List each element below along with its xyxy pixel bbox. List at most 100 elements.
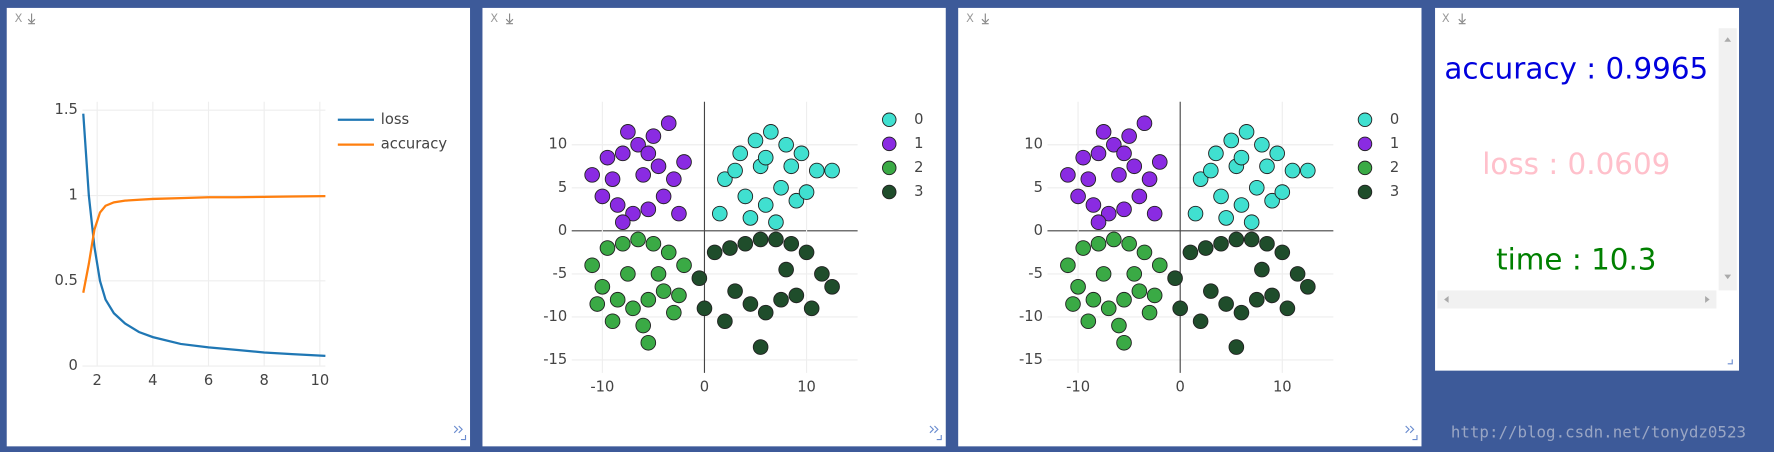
- scatter-point: [1136, 115, 1153, 132]
- stat-text: loss : 0.0609: [1482, 147, 1670, 181]
- scatter-point: [609, 291, 626, 308]
- y-tick-label: -5: [553, 265, 568, 282]
- y-tick-label: 10: [1024, 136, 1043, 153]
- scatter-point: [640, 201, 657, 218]
- scatter-point: [1269, 145, 1285, 162]
- scatter-point: [1203, 162, 1219, 179]
- scatter-point: [1238, 124, 1255, 140]
- scatter-point: [660, 115, 677, 132]
- scatter-point: [1279, 300, 1296, 317]
- scatter-point: [1141, 171, 1158, 187]
- scatter-point: [1100, 300, 1117, 317]
- scatter-point: [1111, 317, 1127, 334]
- scatter-point: [1070, 279, 1086, 295]
- scatter-point: [773, 179, 789, 196]
- x-tick-label: 2: [93, 372, 102, 389]
- scatter-point: [640, 334, 657, 351]
- scatter-point: [620, 124, 636, 140]
- scatter-point: [635, 317, 651, 334]
- scatter-point: [630, 136, 646, 153]
- download-icon[interactable]: [505, 13, 514, 25]
- resize-handle[interactable]: [929, 425, 942, 441]
- scatter-point: [1095, 266, 1112, 282]
- scatter-point: [1248, 291, 1265, 308]
- x-tick-label: 10: [1273, 379, 1292, 396]
- data-line: [82, 194, 326, 293]
- scatter-point: [584, 167, 600, 183]
- scatter-point: [1085, 291, 1102, 308]
- close-button[interactable]: X: [1442, 12, 1450, 25]
- stat-text: time : 10.3: [1496, 243, 1656, 277]
- scatter-point: [1243, 231, 1260, 248]
- scatter-point: [1131, 188, 1148, 205]
- scatter-point: [1151, 257, 1168, 274]
- download-icon[interactable]: [981, 13, 990, 25]
- scatter-point: [671, 205, 687, 222]
- scatter-point: [1116, 291, 1132, 308]
- legend-label: loss: [381, 111, 409, 128]
- scatter-point: [604, 171, 621, 187]
- scatter-point: [594, 279, 611, 295]
- scatter-point: [773, 291, 789, 308]
- scatter-point: [1233, 197, 1250, 213]
- scatter-point: [717, 171, 733, 187]
- scatter-point: [640, 145, 657, 162]
- legend-label: 0: [914, 111, 923, 128]
- download-icon[interactable]: [1458, 13, 1466, 25]
- x-tick-label: 10: [310, 372, 329, 389]
- panel: [482, 7, 946, 447]
- scatter-point: [757, 197, 774, 213]
- scatter-point: [1116, 201, 1132, 218]
- scatter-point: [1228, 339, 1245, 355]
- scatter-point: [609, 197, 626, 213]
- scatter-point: [1218, 296, 1234, 312]
- scatter-point: [1080, 313, 1097, 330]
- scatter-point: [783, 158, 800, 175]
- close-button[interactable]: X: [966, 12, 974, 25]
- close-button[interactable]: X: [490, 12, 498, 25]
- scatter-point: [1136, 244, 1153, 261]
- y-tick-label: 1: [69, 187, 78, 204]
- resize-handle[interactable]: [1405, 425, 1418, 441]
- scatter-point: [1146, 205, 1163, 222]
- scatter-point: [666, 171, 682, 187]
- close-button[interactable]: X: [15, 12, 23, 25]
- vertical-scrollbar[interactable]: [1718, 28, 1737, 291]
- scatter-point: [645, 128, 662, 144]
- scatter-point: [635, 167, 651, 183]
- legend-swatch: [882, 184, 897, 200]
- scatter-point: [778, 136, 794, 153]
- scatter-point: [824, 162, 840, 179]
- resize-handle[interactable]: [1727, 359, 1733, 365]
- scatter-point: [1243, 214, 1260, 231]
- scatter-point: [711, 205, 728, 222]
- scatter-point: [1131, 283, 1148, 299]
- legend-swatch: [882, 112, 897, 128]
- resize-handle[interactable]: [453, 425, 467, 441]
- scatter-point: [1070, 188, 1086, 205]
- legend-label: 1: [914, 135, 923, 152]
- x-tick-label: 0: [1176, 379, 1185, 396]
- scatter-point: [1259, 158, 1275, 175]
- scatter-point: [1075, 240, 1091, 256]
- scatter-point: [814, 266, 830, 282]
- scatter-point: [706, 244, 723, 261]
- legend-label: 2: [1390, 159, 1399, 176]
- scatter-point: [660, 244, 677, 261]
- scatter-point: [1111, 167, 1127, 183]
- horizontal-scrollbar[interactable]: [1437, 290, 1717, 309]
- legend-swatch: [1357, 160, 1373, 176]
- scatter-point: [599, 240, 616, 256]
- y-tick-label: 0: [1034, 222, 1043, 239]
- scatter-point: [1264, 287, 1280, 304]
- scatter-point: [752, 339, 769, 355]
- scatter-point: [1233, 304, 1250, 321]
- legend-label: 0: [1390, 111, 1399, 128]
- download-icon[interactable]: [27, 13, 36, 25]
- scatter-point: [1213, 235, 1229, 252]
- scatter-point: [655, 188, 672, 205]
- scatter-point: [1080, 171, 1097, 187]
- scatter-point: [676, 154, 692, 170]
